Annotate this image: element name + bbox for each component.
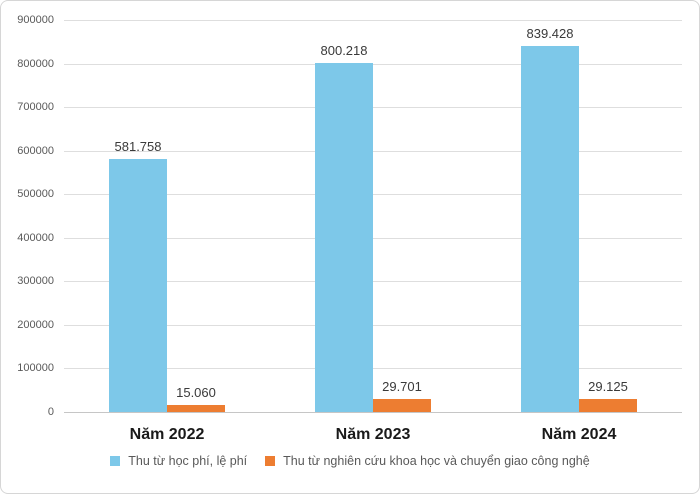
gridline bbox=[64, 20, 682, 21]
legend-label: Thu từ học phí, lệ phí bbox=[128, 454, 248, 468]
legend-swatch-icon bbox=[110, 456, 121, 466]
y-tick-label: 300000 bbox=[17, 275, 54, 288]
gridline bbox=[64, 324, 682, 326]
gridline bbox=[64, 63, 682, 65]
data-label: 800.218 bbox=[320, 43, 368, 59]
legend: Thu từ học phí, lệ phí Thu từ nghiên cứu … bbox=[1, 449, 699, 473]
y-tick-label: 900000 bbox=[17, 14, 54, 26]
data-label: 15.060 bbox=[176, 385, 216, 401]
y-tick-label: 400000 bbox=[17, 231, 54, 244]
y-tick-label: 700000 bbox=[17, 101, 54, 114]
x-axis-line bbox=[64, 412, 682, 413]
y-tick-label: 0 bbox=[47, 406, 54, 418]
bar-series-1 bbox=[109, 158, 167, 412]
data-label: 29.125 bbox=[588, 379, 628, 395]
data-label: 29.701 bbox=[382, 379, 422, 395]
legend-item-1: Thu từ học phí, lệ phí bbox=[110, 454, 247, 468]
y-tick-label: 200000 bbox=[17, 318, 54, 331]
legend-swatch-icon bbox=[265, 456, 276, 466]
y-tick-label: 600000 bbox=[17, 144, 54, 157]
data-label: 839.428 bbox=[526, 26, 574, 42]
bar-series-2 bbox=[167, 405, 225, 412]
y-tick-label: 800000 bbox=[17, 57, 54, 70]
y-tick-label: 100000 bbox=[17, 362, 54, 375]
gridline bbox=[64, 107, 682, 109]
legend-label: Thu từ nghiên cứu khoa học và chuyển gia… bbox=[283, 454, 590, 468]
gridline bbox=[64, 368, 682, 370]
x-axis-label: Năm 2023 bbox=[335, 426, 411, 443]
plot-area bbox=[64, 20, 682, 413]
y-tick-label: 500000 bbox=[17, 188, 54, 201]
gridline bbox=[64, 194, 682, 196]
bar-series-1 bbox=[315, 63, 373, 412]
gridline bbox=[64, 281, 682, 283]
x-axis-label: Năm 2024 bbox=[541, 426, 617, 443]
bar-series-2 bbox=[579, 399, 637, 412]
gridline bbox=[64, 237, 682, 239]
data-label: 581.758 bbox=[114, 138, 162, 154]
gridline bbox=[64, 150, 682, 152]
bar-series-1 bbox=[521, 46, 579, 412]
legend-item-2: Thu từ nghiên cứu khoa học và chuyển gia… bbox=[265, 454, 590, 468]
bar-series-2 bbox=[373, 399, 431, 412]
x-axis-label: Năm 2022 bbox=[129, 426, 205, 443]
